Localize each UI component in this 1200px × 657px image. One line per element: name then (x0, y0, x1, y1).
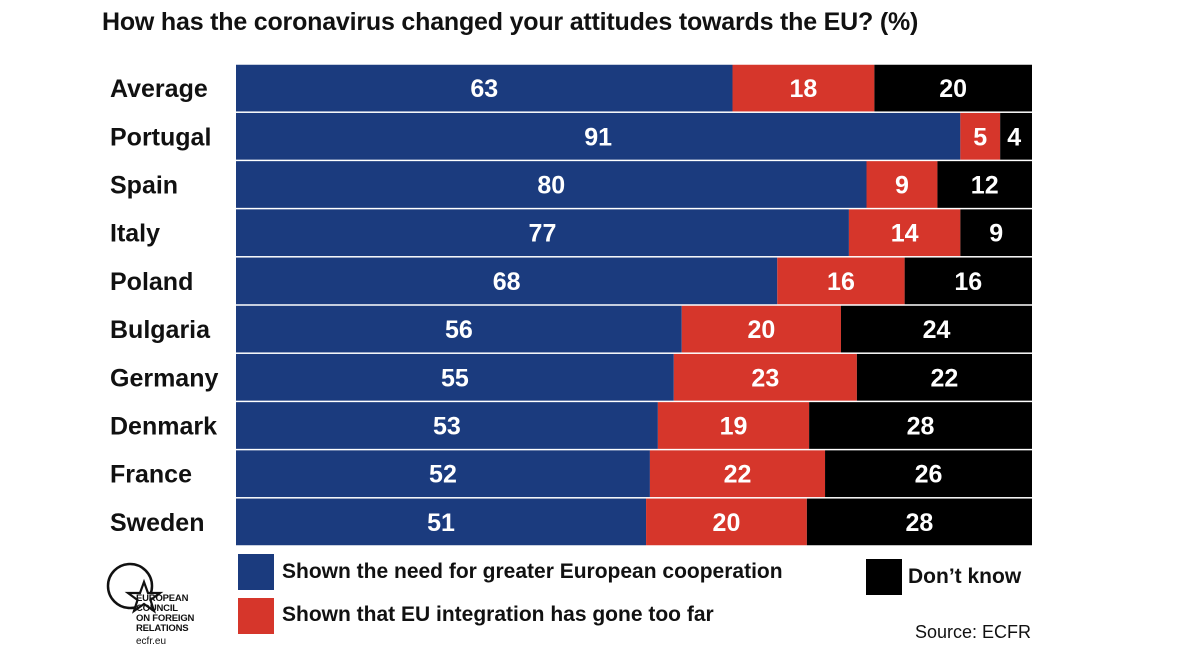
bar-segment-too_far (649, 450, 826, 498)
ecfr-logo-text: EUROPEAN COUNCIL ON FOREIGN RELATIONS (136, 594, 194, 634)
data-label-too_far: 14 (891, 220, 919, 248)
bar-segment-too_far (681, 305, 841, 353)
data-label-dont_know: 28 (906, 509, 934, 537)
bar-segment-dont_know (904, 257, 1032, 305)
bar-segment-dont_know (840, 305, 1032, 353)
bar-segment-dont_know (856, 353, 1032, 401)
bar-segment-too_far (657, 402, 810, 449)
bar-segment-dont_know (825, 450, 1032, 498)
bar-segment-cooperation (236, 498, 647, 546)
data-label-cooperation: 68 (493, 268, 521, 296)
logo-line: ON FOREIGN (136, 613, 195, 624)
bar-segment-cooperation (236, 209, 849, 257)
legend-swatch-dont-know (866, 559, 902, 595)
data-label-dont_know: 26 (915, 461, 943, 489)
bar-segment-too_far (777, 257, 905, 305)
data-label-cooperation: 56 (445, 316, 473, 344)
ecfr-logo: EUROPEAN COUNCIL ON FOREIGN RELATIONS ec… (104, 560, 216, 650)
data-label-dont_know: 28 (907, 413, 935, 441)
legend-label-dont-know: Don’t know (908, 565, 1022, 588)
data-label-cooperation: 51 (427, 509, 455, 537)
bar-segment-dont_know (960, 209, 1032, 257)
data-label-cooperation: 55 (441, 364, 469, 392)
data-label-too_far: 18 (790, 75, 818, 103)
bar-segment-cooperation (236, 353, 674, 401)
data-label-dont_know: 20 (939, 75, 967, 103)
bar-segment-dont_know (809, 402, 1032, 449)
data-label-too_far: 22 (724, 461, 752, 489)
bar-segment-dont_know (874, 64, 1032, 112)
bar-segment-too_far (848, 209, 961, 257)
logo-line: COUNCIL (136, 603, 178, 614)
bar-segment-dont_know (806, 498, 1032, 546)
data-label-dont_know: 16 (954, 268, 982, 296)
bar-segment-dont_know (1000, 112, 1032, 160)
data-label-cooperation: 52 (429, 461, 457, 489)
bar-segment-cooperation (236, 112, 961, 160)
logo-line: RELATIONS (136, 623, 189, 634)
category-label: Portugal (110, 123, 211, 151)
category-label: Denmark (110, 413, 217, 441)
chart-title-text: How has the coronavirus changed your att… (102, 8, 874, 36)
category-label: Spain (110, 172, 178, 200)
data-label-cooperation: 91 (584, 123, 612, 151)
legend-swatch-cooperation (238, 554, 274, 590)
category-label: France (110, 461, 192, 489)
data-label-too_far: 20 (713, 509, 741, 537)
data-label-too_far: 9 (895, 172, 909, 200)
category-label: Average (110, 75, 208, 103)
data-label-cooperation: 53 (433, 413, 461, 441)
source-note: Source: ECFR (915, 622, 1032, 642)
legend-label-too-far: Shown that EU integration has gone too f… (282, 603, 714, 626)
ecfr-url: ecfr.eu (136, 636, 167, 647)
category-label: Sweden (110, 509, 204, 537)
bar-segment-cooperation (236, 257, 778, 305)
data-label-cooperation: 80 (537, 172, 565, 200)
bar-segment-too_far (732, 64, 875, 112)
data-label-too_far: 16 (827, 268, 855, 296)
bar-segment-too_far (866, 161, 938, 208)
ecfr-star-icon (106, 562, 164, 614)
bar-segment-too_far (960, 112, 1001, 160)
bar-segment-cooperation (236, 305, 682, 353)
data-label-too_far: 23 (751, 364, 779, 392)
data-label-cooperation: 77 (529, 220, 557, 248)
category-label: Poland (110, 268, 193, 296)
data-label-dont_know: 4 (1007, 123, 1021, 151)
bar-segment-cooperation (236, 450, 650, 498)
bar-segment-too_far (646, 498, 807, 546)
category-label: Italy (110, 220, 160, 248)
data-label-too_far: 5 (973, 123, 987, 151)
bar-segment-cooperation (236, 64, 733, 112)
data-label-cooperation: 63 (470, 75, 498, 103)
data-label-too_far: 19 (720, 413, 748, 441)
data-label-dont_know: 12 (971, 172, 999, 200)
category-label: Germany (110, 364, 218, 392)
legend-label-cooperation: Shown the need for greater European coop… (282, 560, 783, 583)
logo-line: EUROPEAN (136, 593, 189, 604)
data-label-dont_know: 9 (989, 220, 1003, 248)
data-label-dont_know: 24 (923, 316, 951, 344)
legend-swatch-too-far (238, 598, 274, 634)
data-label-dont_know: 22 (931, 364, 959, 392)
bar-segment-cooperation (236, 402, 658, 449)
chart-title: How has the coronavirus changed your att… (102, 8, 1102, 37)
bar-segment-cooperation (236, 161, 867, 208)
category-label: Bulgaria (110, 316, 211, 344)
chart-title-unit: (%) (879, 8, 919, 36)
data-label-too_far: 20 (747, 316, 775, 344)
bar-segment-too_far (673, 353, 857, 401)
bar-segment-dont_know (937, 161, 1032, 208)
